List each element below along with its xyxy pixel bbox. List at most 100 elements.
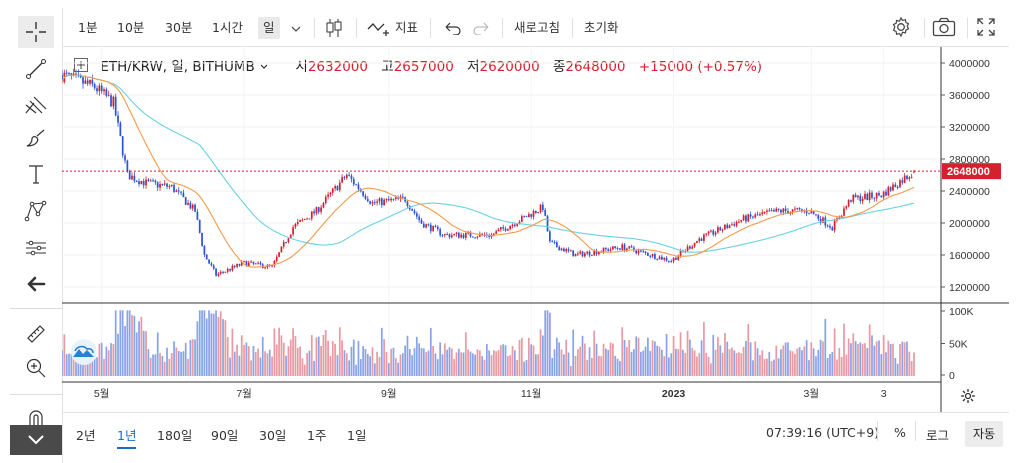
interval-1h[interactable]: 1시간 bbox=[212, 20, 243, 35]
redo-icon[interactable] bbox=[472, 20, 490, 39]
reset-button[interactable]: 초기화 bbox=[584, 20, 619, 35]
candle-body bbox=[89, 79, 91, 84]
arrow-left-icon[interactable] bbox=[18, 268, 54, 300]
candle-body bbox=[875, 192, 878, 199]
candle-body bbox=[119, 122, 122, 137]
crosshair-tool-icon[interactable] bbox=[18, 16, 54, 48]
candle-body bbox=[892, 184, 894, 191]
volume-bar bbox=[408, 349, 411, 376]
volume-bar bbox=[684, 352, 687, 376]
candle-body bbox=[82, 77, 84, 84]
volume-bar bbox=[569, 366, 572, 376]
volume-bar bbox=[810, 342, 813, 376]
price-chart[interactable]: 4000000 3600000 3200000 2800000 2400000 20000… bbox=[62, 47, 1009, 412]
settings-gear-icon[interactable] bbox=[890, 16, 912, 42]
candle-body bbox=[390, 198, 393, 201]
expand-plus-icon[interactable] bbox=[74, 58, 88, 72]
candle-body bbox=[602, 247, 605, 252]
time-tick-label: 11월 bbox=[521, 388, 542, 400]
volume-bar bbox=[763, 358, 766, 376]
candle-body bbox=[212, 265, 215, 269]
undo-icon[interactable] bbox=[444, 20, 462, 39]
candle-body bbox=[341, 177, 343, 183]
pitchfork-tool-icon[interactable] bbox=[18, 88, 54, 120]
candle-body bbox=[871, 192, 873, 198]
log-scale-toggle[interactable]: 로그 bbox=[926, 428, 950, 443]
fullscreen-icon[interactable] bbox=[977, 18, 995, 40]
range-30d[interactable]: 30일 bbox=[259, 428, 287, 443]
volume-bar bbox=[759, 354, 761, 376]
pattern-tool-icon[interactable] bbox=[18, 195, 54, 227]
volume-bar bbox=[399, 354, 402, 376]
interval-10m[interactable]: 10분 bbox=[117, 20, 145, 35]
clock-timezone[interactable]: 07:39:16 (UTC+9) bbox=[766, 425, 880, 440]
volume-bar bbox=[394, 358, 397, 376]
volume-bar bbox=[749, 342, 752, 376]
text-tool-icon[interactable] bbox=[18, 158, 54, 190]
magnet-icon[interactable] bbox=[18, 402, 54, 434]
refresh-button[interactable]: 새로고침 bbox=[514, 20, 561, 35]
range-1w[interactable]: 1주 bbox=[307, 428, 327, 443]
time-settings-gear-icon[interactable] bbox=[961, 389, 975, 403]
interval-dropdown-chevron-icon[interactable] bbox=[290, 20, 302, 39]
volume-bar bbox=[880, 354, 883, 376]
volume-bar bbox=[836, 359, 838, 376]
range-90d[interactable]: 90일 bbox=[211, 428, 239, 443]
candle-body bbox=[544, 209, 547, 216]
volume-bar bbox=[422, 348, 425, 376]
volume-bar bbox=[189, 339, 192, 376]
volume-bar bbox=[808, 360, 810, 376]
candle-body bbox=[794, 208, 796, 210]
volume-bar bbox=[173, 341, 175, 376]
camera-screenshot-icon[interactable] bbox=[932, 17, 956, 41]
candle-body bbox=[642, 250, 645, 252]
candle-body bbox=[231, 265, 234, 271]
trend-line-tool-icon[interactable] bbox=[18, 53, 54, 85]
interval-1m[interactable]: 1분 bbox=[78, 20, 98, 35]
candle-body bbox=[345, 174, 348, 179]
indicator-icon[interactable] bbox=[367, 19, 391, 41]
range-1d[interactable]: 1일 bbox=[347, 428, 367, 443]
candle-style-icon[interactable] bbox=[325, 18, 343, 42]
symbol-dropdown-icon[interactable] bbox=[259, 63, 269, 71]
range-1y[interactable]: 1년 bbox=[117, 425, 137, 449]
interval-day[interactable]: 일 bbox=[258, 17, 280, 39]
volume-bar bbox=[672, 336, 675, 376]
indicators-button[interactable]: 지표 bbox=[395, 20, 419, 35]
interval-30m[interactable]: 30분 bbox=[165, 20, 193, 35]
ruler-icon[interactable] bbox=[18, 318, 54, 350]
volume-bar bbox=[745, 341, 747, 376]
volume-bar bbox=[819, 339, 822, 376]
percent-scale-toggle[interactable]: % bbox=[894, 425, 906, 440]
candle-body bbox=[238, 264, 241, 266]
volume-bar bbox=[285, 355, 287, 376]
candle-body bbox=[68, 73, 70, 75]
candle-body bbox=[229, 268, 231, 271]
candle-body bbox=[159, 184, 161, 188]
candle-body bbox=[637, 250, 640, 254]
volume-bar bbox=[261, 336, 264, 376]
volume-bar bbox=[534, 354, 537, 376]
candle-body bbox=[439, 229, 442, 236]
collapse-toolbar-button[interactable] bbox=[10, 425, 62, 455]
volume-bar bbox=[558, 342, 561, 376]
volume-bar bbox=[773, 359, 775, 376]
volume-bar bbox=[488, 350, 491, 376]
candle-body bbox=[182, 192, 185, 198]
candle-body bbox=[282, 242, 285, 247]
candle-body bbox=[448, 234, 451, 238]
volume-bar bbox=[471, 353, 474, 376]
brush-tool-icon[interactable] bbox=[18, 123, 54, 155]
candle-body bbox=[707, 231, 710, 234]
volume-bar bbox=[710, 363, 712, 376]
range-180d[interactable]: 180일 bbox=[157, 428, 193, 443]
volume-bar bbox=[140, 316, 143, 376]
auto-scale-button[interactable]: 자동 bbox=[965, 421, 1003, 447]
candle-body bbox=[649, 255, 652, 257]
range-2y[interactable]: 2년 bbox=[76, 428, 96, 443]
candle-body bbox=[474, 237, 477, 239]
zoom-in-icon[interactable] bbox=[18, 352, 54, 384]
candle-body bbox=[576, 253, 579, 255]
measure-tool-icon[interactable] bbox=[18, 232, 54, 264]
volume-bar bbox=[434, 353, 437, 376]
